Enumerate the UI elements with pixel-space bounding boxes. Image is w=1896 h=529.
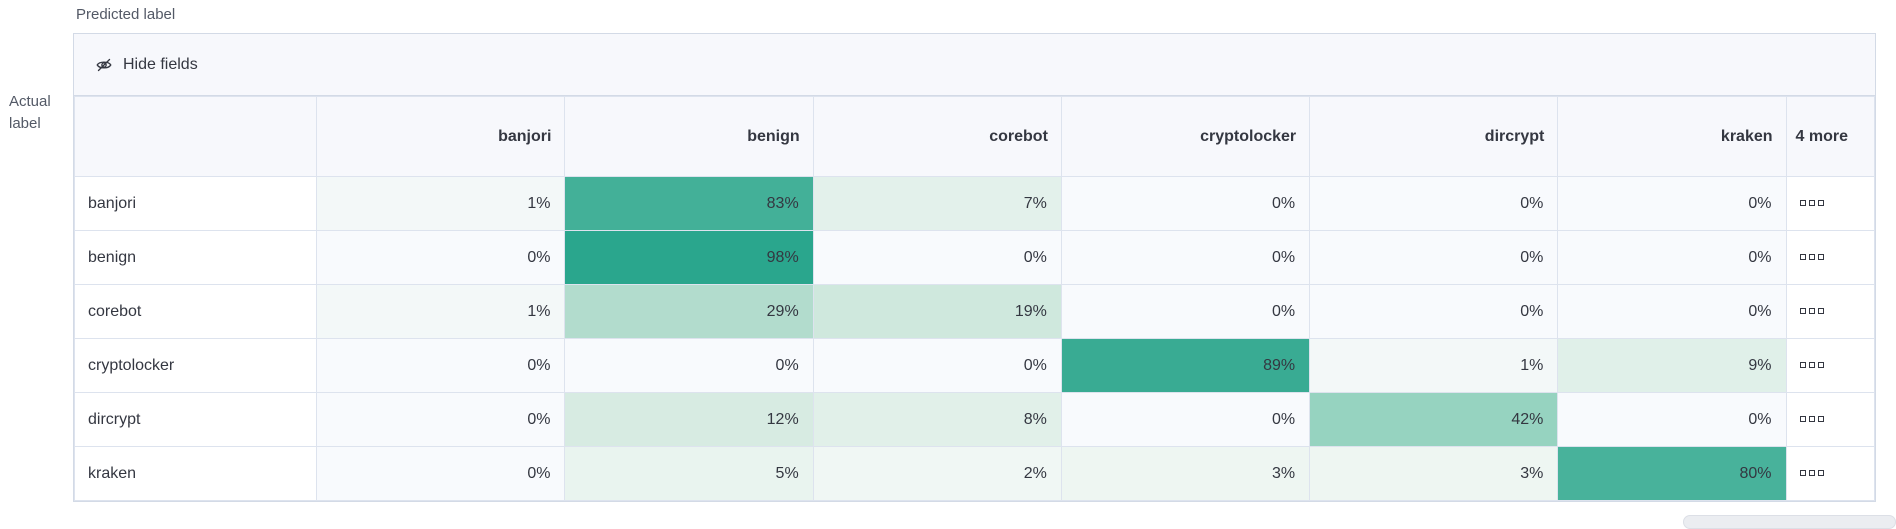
column-header-corebot[interactable]: corebot bbox=[812, 96, 1062, 177]
cell-kraken-dircrypt: 3% bbox=[1309, 446, 1559, 501]
actual-axis-label: Actual label bbox=[9, 93, 51, 132]
cell-banjori-corebot: 7% bbox=[812, 176, 1062, 231]
eye-closed-icon bbox=[95, 56, 113, 74]
more-columns-cell-dircrypt[interactable] bbox=[1785, 392, 1876, 447]
cell-banjori-benign: 83% bbox=[564, 176, 814, 231]
more-columns-cell-kraken[interactable] bbox=[1785, 446, 1876, 501]
boxes-horizontal-icon bbox=[1799, 254, 1824, 261]
cell-cryptolocker-kraken: 9% bbox=[1557, 338, 1787, 393]
cell-dircrypt-banjori: 0% bbox=[316, 392, 566, 447]
cell-banjori-dircrypt: 0% bbox=[1309, 176, 1559, 231]
row-label-cryptolocker: cryptolocker bbox=[73, 338, 318, 393]
cell-banjori-banjori: 1% bbox=[316, 176, 566, 231]
matrix-body: banjori 1% 83% 7% 0% 0% 0% benign 0% 98% 0% 0% 0% 0% c… bbox=[73, 176, 1876, 501]
cell-kraken-corebot: 2% bbox=[812, 446, 1062, 501]
boxes-horizontal-icon bbox=[1799, 308, 1824, 315]
row-label-dircrypt: dircrypt bbox=[73, 392, 318, 447]
cell-benign-cryptolocker: 0% bbox=[1060, 230, 1311, 285]
cell-cryptolocker-corebot: 0% bbox=[812, 338, 1062, 393]
row-label-corebot: corebot bbox=[73, 284, 318, 339]
cell-benign-benign: 98% bbox=[564, 230, 814, 285]
cell-dircrypt-cryptolocker: 0% bbox=[1060, 392, 1311, 447]
matrix-row-benign: benign 0% 98% 0% 0% 0% 0% bbox=[73, 230, 1876, 285]
cell-dircrypt-benign: 12% bbox=[564, 392, 814, 447]
matrix-row-kraken: kraken 0% 5% 2% 3% 3% 80% bbox=[73, 446, 1876, 501]
cell-kraken-cryptolocker: 3% bbox=[1060, 446, 1311, 501]
cell-cryptolocker-dircrypt: 1% bbox=[1309, 338, 1559, 393]
hide-fields-label: Hide fields bbox=[123, 55, 198, 73]
cell-cryptolocker-benign: 0% bbox=[564, 338, 814, 393]
more-columns-cell-benign[interactable] bbox=[1785, 230, 1876, 285]
matrix-header-row: banjori benign corebot cryptolocker dircrypt… bbox=[73, 96, 1876, 177]
boxes-horizontal-icon bbox=[1799, 416, 1824, 423]
more-columns-cell-cryptolocker[interactable] bbox=[1785, 338, 1876, 393]
cell-cryptolocker-banjori: 0% bbox=[316, 338, 566, 393]
more-columns-cell-banjori[interactable] bbox=[1785, 176, 1876, 231]
matrix-row-corebot: corebot 1% 29% 19% 0% 0% 0% bbox=[73, 284, 1876, 339]
corner-header-cell bbox=[73, 96, 318, 177]
cell-benign-dircrypt: 0% bbox=[1309, 230, 1559, 285]
column-header-dircrypt[interactable]: dircrypt bbox=[1309, 96, 1559, 177]
cell-cryptolocker-cryptolocker: 89% bbox=[1060, 338, 1311, 393]
boxes-horizontal-icon bbox=[1799, 200, 1824, 207]
column-header-benign[interactable]: benign bbox=[564, 96, 814, 177]
matrix-row-dircrypt: dircrypt 0% 12% 8% 0% 42% 0% bbox=[73, 392, 1876, 447]
confusion-matrix-panel: Hide fields banjori benign corebot cryptolo… bbox=[73, 33, 1876, 502]
matrix-header: banjori benign corebot cryptolocker dircrypt… bbox=[73, 96, 1876, 177]
column-header-more[interactable]: 4 more bbox=[1785, 96, 1876, 177]
column-header-banjori[interactable]: banjori bbox=[316, 96, 566, 177]
row-label-banjori: banjori bbox=[73, 176, 318, 231]
cell-benign-kraken: 0% bbox=[1557, 230, 1787, 285]
boxes-horizontal-icon bbox=[1799, 470, 1824, 477]
cell-corebot-dircrypt: 0% bbox=[1309, 284, 1559, 339]
hide-fields-button[interactable]: Hide fields bbox=[95, 56, 198, 74]
cell-benign-banjori: 0% bbox=[316, 230, 566, 285]
row-label-kraken: kraken bbox=[73, 446, 318, 501]
matrix-row-cryptolocker: cryptolocker 0% 0% 0% 89% 1% 9% bbox=[73, 338, 1876, 393]
cell-corebot-corebot: 19% bbox=[812, 284, 1062, 339]
cell-dircrypt-corebot: 8% bbox=[812, 392, 1062, 447]
cell-corebot-benign: 29% bbox=[564, 284, 814, 339]
more-columns-cell-corebot[interactable] bbox=[1785, 284, 1876, 339]
row-label-benign: benign bbox=[73, 230, 318, 285]
cell-benign-corebot: 0% bbox=[812, 230, 1062, 285]
confusion-matrix-table: banjori benign corebot cryptolocker dircrypt… bbox=[73, 96, 1876, 501]
horizontal-scrollbar-thumb[interactable] bbox=[1683, 515, 1896, 529]
boxes-horizontal-icon bbox=[1799, 362, 1824, 369]
column-header-kraken[interactable]: kraken bbox=[1557, 96, 1787, 177]
cell-dircrypt-dircrypt: 42% bbox=[1309, 392, 1559, 447]
cell-corebot-banjori: 1% bbox=[316, 284, 566, 339]
column-header-cryptolocker[interactable]: cryptolocker bbox=[1060, 96, 1311, 177]
cell-corebot-kraken: 0% bbox=[1557, 284, 1787, 339]
hide-fields-bar: Hide fields bbox=[74, 34, 1875, 96]
predicted-axis-label: Predicted label bbox=[76, 6, 176, 23]
matrix-row-banjori: banjori 1% 83% 7% 0% 0% 0% bbox=[73, 176, 1876, 231]
cell-corebot-cryptolocker: 0% bbox=[1060, 284, 1311, 339]
cell-kraken-kraken: 80% bbox=[1557, 446, 1787, 501]
cell-banjori-kraken: 0% bbox=[1557, 176, 1787, 231]
cell-dircrypt-kraken: 0% bbox=[1557, 392, 1787, 447]
cell-kraken-banjori: 0% bbox=[316, 446, 566, 501]
cell-kraken-benign: 5% bbox=[564, 446, 814, 501]
cell-banjori-cryptolocker: 0% bbox=[1060, 176, 1311, 231]
